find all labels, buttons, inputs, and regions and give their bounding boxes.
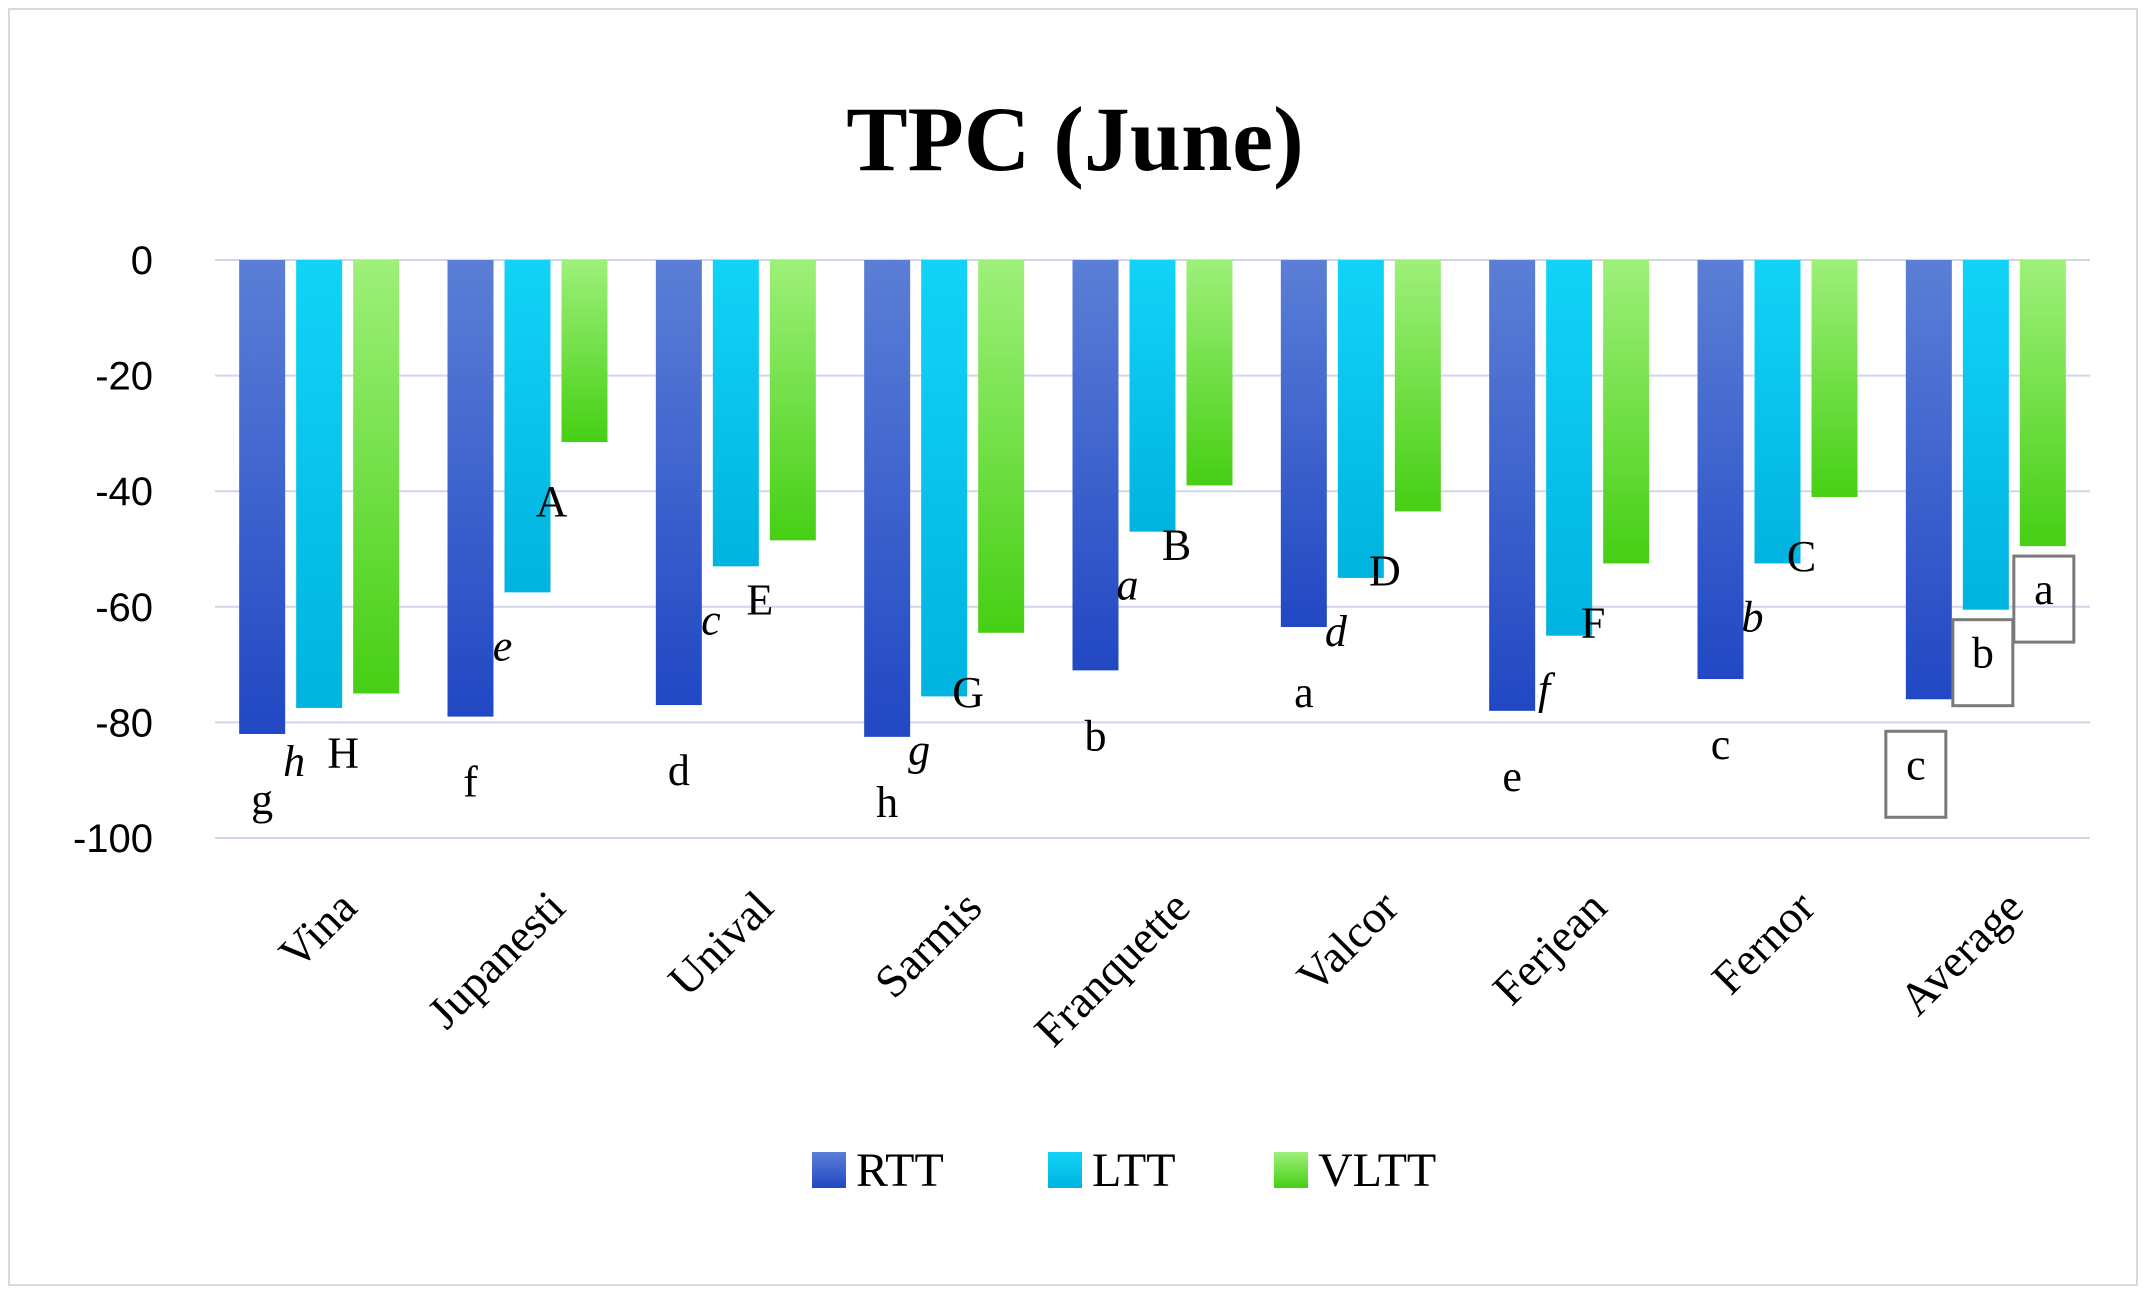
bar-ltt-franquette — [1129, 260, 1176, 532]
significance-label: C — [1787, 532, 1816, 581]
bar-vltt-ferjean — [1603, 260, 1650, 564]
significance-label: d — [668, 746, 690, 795]
significance-label: h — [876, 778, 898, 827]
bar-vltt-average — [2019, 260, 2066, 547]
significance-label: f — [463, 758, 478, 807]
bar-vltt-unival — [769, 260, 816, 541]
bar-vltt-valcor — [1394, 260, 1441, 512]
bar-rtt-sarmis — [864, 260, 911, 737]
significance-label: H — [327, 729, 359, 778]
y-tick-label: -20 — [95, 355, 153, 399]
significance-label: g — [251, 775, 273, 824]
bar-vltt-franquette — [1186, 260, 1233, 486]
y-axis-ticks: 0 -20 -40 -60 -80 -100 — [73, 239, 153, 861]
bar-vltt-jupanesti — [561, 260, 608, 443]
legend-item-ltt: LTT — [1048, 1144, 1176, 1197]
x-tick-label: Vina — [269, 881, 366, 978]
bar-ltt-jupanesti — [504, 260, 551, 593]
bar-ltt-fernor — [1754, 260, 1801, 564]
legend: RTT LTT VLTT — [812, 1144, 1436, 1197]
significance-box — [1884, 729, 1948, 819]
x-tick-label: Fernor — [1702, 881, 1825, 1004]
bar-rtt-unival — [655, 260, 702, 706]
significance-label: b — [1972, 629, 1994, 678]
significance-label: c — [1906, 740, 1926, 789]
bar-ltt-average — [1962, 260, 2009, 610]
significance-label: b — [1742, 592, 1764, 641]
y-tick-label: -100 — [73, 817, 153, 861]
x-tick-label: Jupanesti — [417, 881, 574, 1038]
significance-box — [1951, 618, 2015, 708]
significance-label: b — [1085, 711, 1107, 760]
x-tick-label: Ferjean — [1483, 881, 1617, 1015]
significance-label: A — [536, 477, 568, 526]
significance-label: c — [1711, 720, 1731, 769]
bar-vltt-sarmis — [978, 260, 1025, 633]
significance-label: F — [1581, 598, 1605, 647]
legend-swatch — [1048, 1152, 1082, 1188]
bar-ltt-valcor — [1337, 260, 1384, 578]
significance-label: e — [1502, 752, 1522, 801]
bar-ltt-unival — [712, 260, 759, 567]
legend-label: LTT — [1092, 1144, 1176, 1197]
bar-rtt-average — [1905, 260, 1952, 700]
significance-label: f — [1538, 665, 1556, 714]
x-tick-label: Valcor — [1287, 881, 1408, 1002]
bar-ltt-ferjean — [1546, 260, 1593, 636]
bar-rtt-fernor — [1697, 260, 1744, 680]
legend-label: RTT — [856, 1144, 944, 1197]
legend-item-vltt: VLTT — [1274, 1144, 1436, 1197]
significance-label: G — [952, 668, 984, 717]
legend-label: VLTT — [1318, 1144, 1436, 1197]
significance-label: e — [493, 621, 513, 670]
significance-label: B — [1162, 520, 1191, 569]
significance-label: d — [1325, 607, 1348, 656]
x-tick-label: Franquette — [1024, 881, 1199, 1056]
significance-label: E — [746, 575, 773, 624]
bar-rtt-franquette — [1072, 260, 1119, 671]
y-tick-label: 0 — [131, 239, 153, 283]
x-tick-label: Sarmis — [865, 881, 991, 1007]
x-tick-label: Average — [1889, 881, 2033, 1025]
significance-label: a — [1294, 668, 1314, 717]
bar-rtt-ferjean — [1489, 260, 1536, 711]
bar-rtt-vina — [239, 260, 286, 734]
bar-ltt-sarmis — [921, 260, 968, 697]
y-tick-label: -80 — [95, 701, 153, 745]
y-tick-label: -40 — [95, 470, 153, 514]
significance-label: a — [2034, 565, 2054, 614]
significance-label: a — [1117, 561, 1139, 610]
bar-ltt-vina — [296, 260, 343, 708]
chart-title: TPC (June) — [846, 88, 1303, 190]
x-tick-label: Unival — [658, 881, 783, 1006]
significance-box — [2012, 554, 2076, 644]
x-axis-ticks: Vina Jupanesti Unival Sarmis Franquette Valco… — [269, 881, 2033, 1056]
bar-vltt-fernor — [1811, 260, 1858, 497]
bar-rtt-valcor — [1280, 260, 1327, 628]
bar-vltt-vina — [353, 260, 400, 694]
significance-label: h — [283, 737, 305, 786]
bars — [239, 260, 2066, 737]
legend-swatch — [812, 1152, 846, 1188]
significance-label: g — [908, 725, 930, 774]
legend-swatch — [1274, 1152, 1308, 1188]
y-tick-label: -60 — [95, 586, 153, 630]
legend-item-rtt: RTT — [812, 1144, 944, 1197]
significance-label: D — [1369, 546, 1401, 595]
significance-label: c — [701, 595, 721, 644]
bar-rtt-jupanesti — [447, 260, 494, 717]
